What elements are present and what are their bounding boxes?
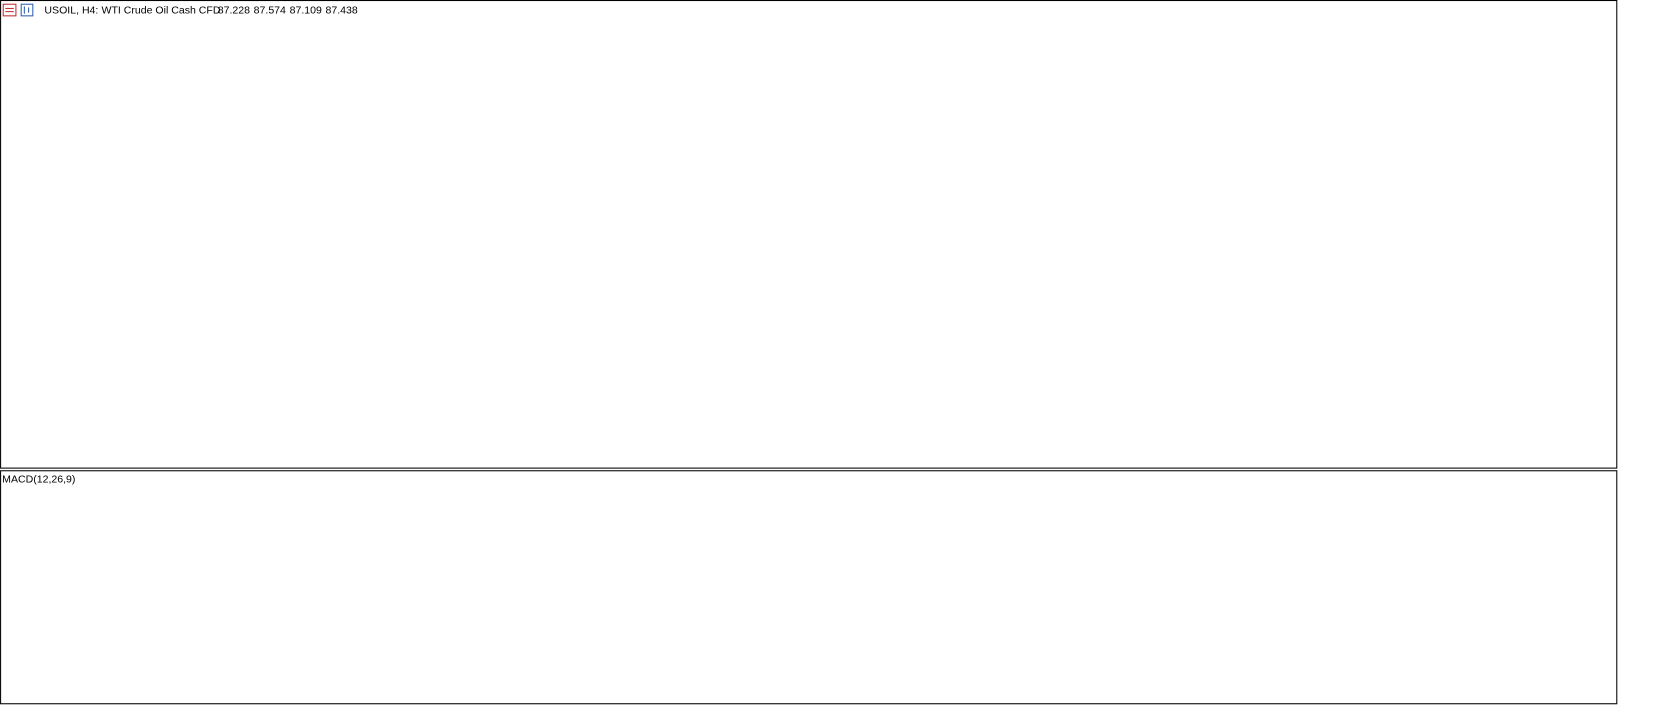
description: WTI Crude Oil Cash CFD: [102, 4, 221, 16]
axis-layer: [0, 0, 1618, 705]
header-icons: [2, 3, 34, 17]
ohlc-open: 87.228: [218, 4, 250, 16]
ohlc-high: 87.574: [254, 4, 286, 16]
price-panel-frame: [0, 0, 1618, 469]
symbol: USOIL, H4:: [44, 4, 98, 16]
ohlc-close: 87.438: [326, 4, 358, 16]
macd-panel-frame: [0, 470, 1618, 705]
icon: [20, 3, 34, 17]
ohlc-low: 87.109: [290, 4, 322, 16]
text-layer: USOIL, H4: WTI Crude Oil Cash CFD 87.228…: [2, 4, 358, 485]
indicator-title: MACD(12,26,9): [2, 474, 75, 486]
icon: [2, 3, 17, 17]
